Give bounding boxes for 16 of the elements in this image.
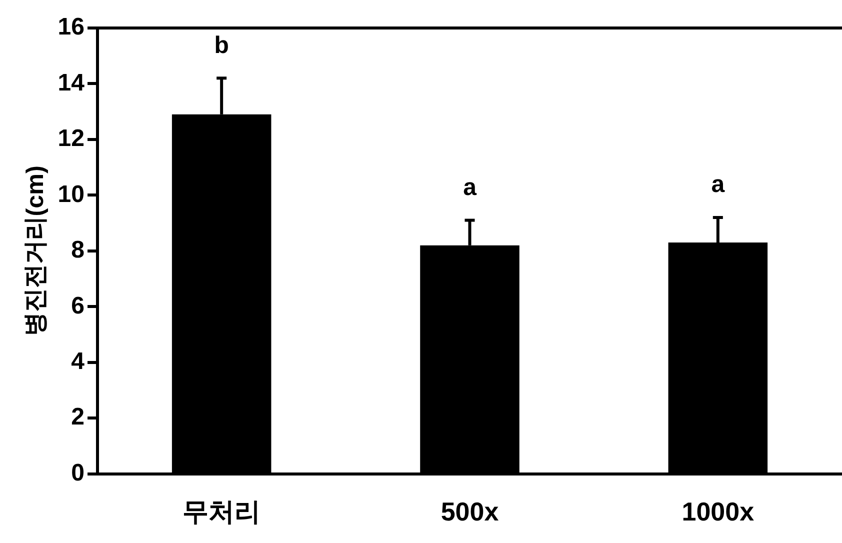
y-tick-label: 4 — [71, 348, 86, 375]
y-tick-label: 8 — [71, 236, 84, 264]
x-tick-label: 1000x — [682, 496, 755, 527]
y-axis-title: 병진전거리(cm) — [22, 166, 50, 336]
y-tick-label: 16 — [58, 14, 84, 41]
x-tick-label: 500x — [440, 496, 500, 527]
annotation: a — [463, 174, 478, 201]
y-tick-label: 10 — [58, 180, 84, 208]
annotation: b — [214, 32, 229, 59]
annotation: a — [711, 171, 726, 198]
x-tick-label: 무처리 — [182, 496, 261, 527]
y-tick-label: 6 — [71, 292, 84, 320]
y-tick-label: 2 — [71, 404, 84, 431]
y-tick-label: 12 — [58, 125, 84, 152]
y-tick-label: 0 — [71, 459, 84, 486]
y-tick-label: 14 — [58, 69, 86, 96]
